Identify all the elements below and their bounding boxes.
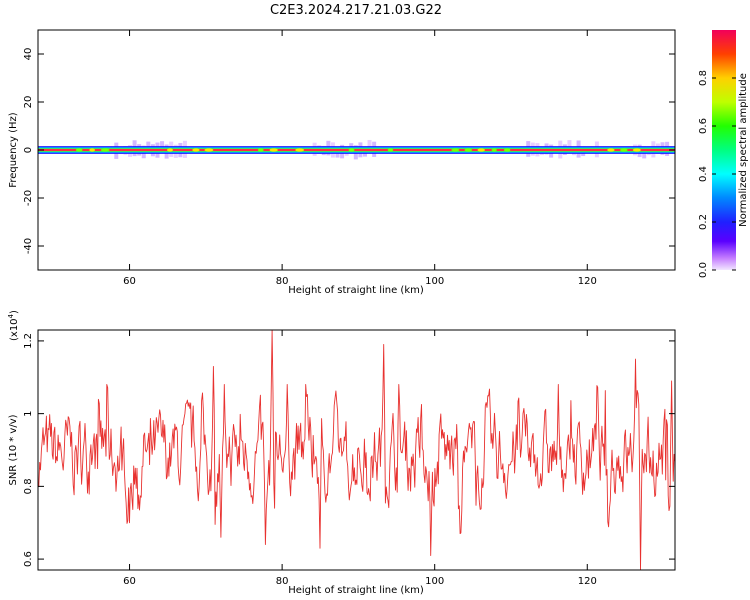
spectral-core-blip: [464, 148, 473, 152]
x-tick-label: 120: [578, 276, 597, 287]
x-tick-label: 60: [123, 576, 136, 587]
snr-ticks: 60 80 100 120 0.6 0.8 1 1.2: [23, 330, 675, 587]
spectrogram-heat-layer: [38, 139, 675, 160]
spectrogram-panel: 60 80 100 120 -40 -20 0 20 40 Height of straight…: [8, 29, 676, 296]
y-tick-label: 0: [23, 147, 34, 153]
y-tick-label: 1.2: [23, 333, 34, 349]
colorbar-label: Normalized spectral amplitude: [738, 73, 749, 227]
snr-y-axis-label: SNR (10 * v/v): [8, 414, 19, 485]
y-tick-label: 40: [23, 48, 34, 61]
x-tick-label: 120: [578, 576, 597, 587]
spectral-core-blip: [257, 148, 264, 152]
snr-y-multiplier: (x104): [7, 310, 20, 341]
snr-series-line: [37, 329, 676, 571]
colorbar-tick-label: 0.2: [698, 214, 709, 230]
spectral-core-blip: [387, 148, 394, 152]
colorbar-tick-label: 0.6: [698, 118, 709, 134]
spectral-core-blip: [632, 148, 641, 152]
x-tick-label: 100: [425, 576, 444, 587]
spectral-core-blip: [204, 148, 214, 152]
spectrogram-y-axis-label: Frequency (Hz): [8, 112, 19, 188]
spectrogram-frame: [37, 29, 676, 271]
spectral-core-blip: [167, 148, 173, 152]
spectrogram-x-axis-label: Height of straight line (km): [288, 285, 424, 296]
colorbar-tick-label: 0.8: [698, 70, 709, 86]
y-tick-label: 20: [23, 96, 34, 109]
snr-frame: [37, 329, 676, 571]
x-tick-label: 60: [123, 276, 136, 287]
colorbar-gradient: [712, 30, 736, 270]
colorbar-ticks: 0.0 0.2 0.4 0.6 0.8: [698, 70, 736, 278]
snr-panel: 60 80 100 120 0.6 0.8 1 1.2 Height of straight …: [7, 310, 676, 596]
colorbar: 0.0 0.2 0.4 0.6 0.8 Normalized spectral ampl…: [698, 30, 749, 278]
spectral-core-blip: [269, 148, 278, 152]
colorbar-tick-label: 0.0: [698, 262, 709, 278]
y-tick-label: -20: [23, 190, 34, 206]
y-tick-label: 0.6: [23, 551, 34, 567]
spectral-core-blip: [451, 148, 460, 152]
colorbar-tick-label: 0.4: [698, 166, 709, 182]
spectrogram-ticks: 60 80 100 120 -40 -20 0 20 40: [23, 30, 675, 287]
spectral-core-blip: [100, 148, 110, 152]
y-tick-label: 0.8: [23, 478, 34, 494]
snr-background: [38, 330, 675, 570]
spectral-core-blip: [348, 148, 355, 152]
spectral-core-blip: [89, 148, 96, 152]
spectral-core-blip: [491, 148, 497, 152]
spectral-band-core: [38, 148, 675, 152]
spectral-core-blip: [75, 148, 83, 152]
figure-title: C2E3.2024.217.21.03.G22: [270, 3, 442, 18]
x-tick-label: 100: [425, 276, 444, 287]
y-tick-label: 1: [23, 410, 34, 416]
x-tick-label: 80: [276, 276, 289, 287]
spectral-core-blip: [295, 148, 305, 152]
y-tick-label: -40: [23, 238, 34, 254]
x-tick-label: 80: [276, 576, 289, 587]
spectral-core-blip: [620, 148, 628, 152]
spectral-core-blip: [192, 148, 200, 152]
spectral-core-blip: [607, 148, 615, 152]
spectral-core-blip: [477, 148, 485, 152]
snr-x-axis-label: Height of straight line (km): [288, 585, 424, 596]
spectral-core-blip: [503, 148, 511, 152]
